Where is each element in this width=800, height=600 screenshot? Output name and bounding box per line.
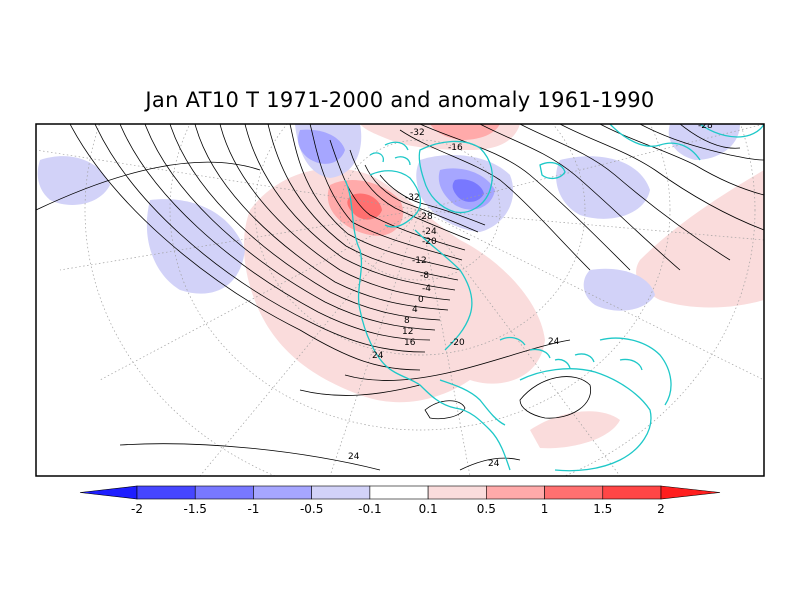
colorbar-box bbox=[369, 485, 429, 500]
iceland-coast bbox=[539, 161, 566, 180]
contour-label: 16 bbox=[404, 338, 416, 348]
map-title: Jan AT10 T 1971-2000 and anomaly 1961-19… bbox=[145, 88, 655, 112]
colorbar-arrow-left bbox=[79, 485, 138, 500]
colorbar-tick-label: 0.5 bbox=[477, 502, 496, 516]
negative-anomaly-greenland-max bbox=[452, 179, 484, 202]
greenland-coast bbox=[418, 140, 493, 214]
contour-label: -28 bbox=[418, 212, 433, 222]
canadian-archipelago bbox=[369, 141, 411, 166]
temperature-contours bbox=[36, 124, 764, 471]
positive-anomaly-north-core bbox=[430, 124, 500, 140]
contour-label: 0 bbox=[418, 295, 424, 305]
negative-anomaly-west bbox=[146, 199, 245, 294]
central-america-coast bbox=[439, 379, 506, 426]
contour-label: 24 bbox=[372, 351, 384, 361]
negative-anomaly-atlantic bbox=[556, 156, 650, 219]
contour-label: -4 bbox=[422, 284, 431, 294]
colorbar-tick-label: 1 bbox=[541, 502, 549, 516]
contour-label: -8 bbox=[420, 271, 429, 281]
colorbar-boxes bbox=[79, 485, 721, 500]
contour-label: 4 bbox=[412, 305, 418, 315]
contour-label: -12 bbox=[412, 256, 427, 266]
north-america-coast bbox=[344, 179, 511, 471]
colorbar-tick-label: 0.1 bbox=[419, 502, 438, 516]
colorbar-labels: -2 -1.5 -1 -0.5 -0.1 0.1 0.5 1 1.5 2 bbox=[131, 502, 665, 516]
colorbar-tick-label: 2 bbox=[657, 502, 665, 516]
south-america-coast bbox=[519, 368, 652, 472]
colorbar-box bbox=[311, 485, 371, 500]
contour-label: 24 bbox=[488, 459, 500, 469]
negative-anomaly-southwest bbox=[37, 156, 110, 205]
coastlines bbox=[344, 124, 764, 472]
colorbar-arrow-right bbox=[660, 485, 721, 500]
colorbar-tick-label: -2 bbox=[131, 502, 143, 516]
colorbar-box bbox=[136, 485, 196, 500]
positive-anomaly-gulf bbox=[437, 326, 510, 368]
contour-label: 24 bbox=[548, 337, 560, 347]
contour-label: -20 bbox=[422, 237, 437, 247]
positive-anomaly-east bbox=[636, 170, 764, 308]
europe-coast bbox=[609, 124, 764, 161]
colorbar-tick-label: -0.1 bbox=[358, 502, 381, 516]
negative-anomaly-northeast bbox=[668, 124, 740, 160]
contour-label: -20 bbox=[450, 338, 465, 348]
colorbar-tick-label: 1.5 bbox=[593, 502, 612, 516]
hudson-bay-coast bbox=[369, 170, 422, 228]
colorbar-box bbox=[602, 485, 662, 500]
contour-label: -16 bbox=[448, 143, 463, 153]
negative-anomaly-core bbox=[298, 129, 345, 164]
contour-labels: -32 -16 -32 -28 -24 -20 -12 -8 -4 0 4 8 … bbox=[348, 121, 713, 469]
contour-label: -32 bbox=[405, 193, 420, 203]
contour-label: 24 bbox=[348, 452, 360, 462]
contour-label: 12 bbox=[402, 327, 413, 337]
colorbar-tick-label: -1.5 bbox=[184, 502, 207, 516]
colorbar-tick-label: -1 bbox=[247, 502, 259, 516]
us-east-coast bbox=[414, 229, 473, 351]
contour-label: -32 bbox=[410, 128, 425, 138]
negative-anomaly-east bbox=[583, 268, 655, 311]
caribbean-islands bbox=[499, 336, 595, 369]
colorbar-box bbox=[427, 485, 487, 500]
anomaly-shading bbox=[37, 124, 764, 449]
colorbar-tick-label: -0.5 bbox=[300, 502, 323, 516]
colorbar-box bbox=[253, 485, 312, 500]
colorbar-box bbox=[486, 485, 545, 500]
map-frame bbox=[35, 123, 765, 477]
positive-anomaly-southeast bbox=[530, 411, 620, 449]
colorbar-box bbox=[544, 485, 604, 500]
colorbar-box bbox=[194, 485, 254, 500]
contour-label: -28 bbox=[698, 121, 713, 131]
contour-label: -24 bbox=[422, 227, 437, 237]
contour-label: 8 bbox=[404, 316, 410, 326]
africa-coast bbox=[599, 337, 672, 406]
